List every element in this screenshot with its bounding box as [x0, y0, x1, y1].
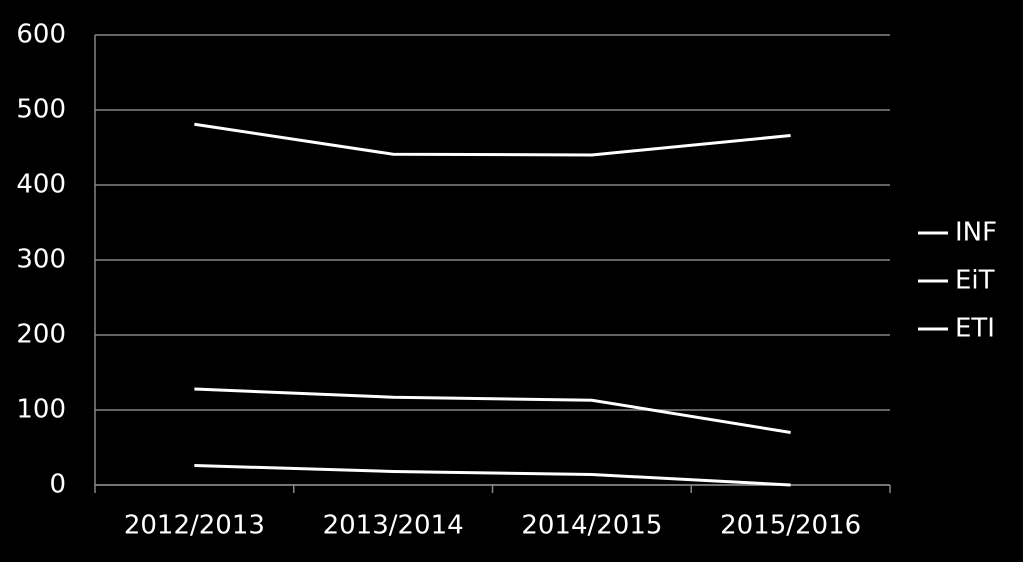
y-tick-label: 200 [16, 320, 66, 350]
x-tick-label: 2012/2013 [124, 511, 265, 541]
y-tick-label: 0 [49, 470, 66, 500]
series-line [194, 387, 791, 434]
y-tick-label: 300 [16, 245, 66, 275]
x-tick-label: 2015/2016 [720, 511, 861, 541]
legend-label: ETI [955, 314, 995, 344]
series-line [194, 122, 791, 157]
x-tick-label: 2013/2014 [323, 511, 464, 541]
y-tick-label: 100 [16, 395, 66, 425]
x-tick-label: 2014/2015 [521, 511, 662, 541]
y-tick-label: 500 [16, 95, 66, 125]
y-tick-label: 600 [16, 20, 66, 50]
legend-label: EiT [955, 266, 995, 296]
legend-label: INF [955, 218, 997, 248]
y-tick-label: 400 [16, 170, 66, 200]
series-line [194, 464, 791, 487]
